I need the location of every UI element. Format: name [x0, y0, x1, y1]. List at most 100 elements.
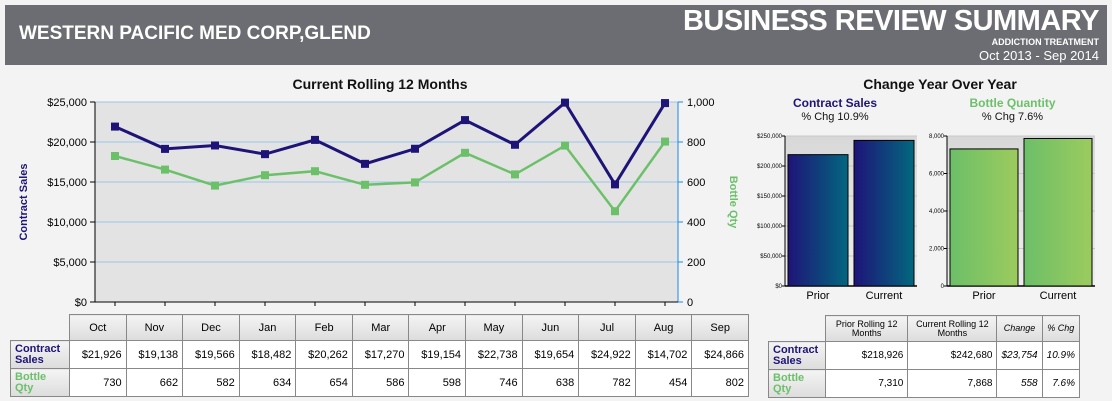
y-tick-label: $15,000: [47, 177, 87, 189]
yoy-table: Prior Rolling 12 Months Current Rolling 1…: [768, 315, 1081, 398]
value-cell: 746: [465, 368, 523, 397]
value-cell: $23,754: [996, 341, 1043, 370]
yoy-header: Change: [996, 315, 1043, 342]
value-cell: $20,262: [295, 340, 353, 369]
qty-point: [511, 170, 519, 179]
month-header: Jun: [521, 314, 580, 341]
sales-point: [661, 99, 669, 108]
line-chart-title: Current Rolling 12 Months: [292, 76, 468, 92]
sales-point: [561, 98, 569, 107]
value-cell: $19,138: [125, 340, 184, 369]
qty-y-tick-label: 0: [941, 284, 945, 290]
month-header: Sep: [691, 314, 749, 341]
value-cell: 654: [295, 368, 353, 397]
value-cell: 662: [125, 368, 184, 397]
row-label: Bottle Qty: [10, 368, 70, 397]
sales-point: [261, 150, 269, 159]
value-cell: $218,926: [824, 341, 909, 370]
row-label: Bottle Qty: [768, 369, 826, 398]
sales-y-tick-label: $100,000: [757, 224, 783, 230]
value-cell: 558: [996, 369, 1043, 398]
value-cell: 7,310: [824, 369, 909, 398]
corner-cell: [769, 316, 826, 342]
value-cell: 782: [578, 368, 636, 397]
sales-point: [311, 135, 319, 144]
value-cell: 7,868: [907, 369, 998, 398]
y-tick-label: $10,000: [47, 217, 87, 229]
value-cell: $24,866: [691, 340, 749, 369]
month-header: Mar: [351, 314, 410, 341]
report-subtitle: ADDICTION TREATMENT: [991, 37, 1099, 47]
value-cell: 454: [634, 368, 693, 397]
qty-point: [361, 180, 369, 189]
y-tick-label: $25,000: [47, 97, 87, 109]
monthly-table: Oct Nov Dec Jan Feb Mar Apr May Jun Jul Aug Sep Cont…: [10, 314, 749, 397]
row-label: Contract Sales: [10, 340, 70, 369]
qty-point: [611, 207, 619, 216]
sales-bar: [853, 139, 915, 287]
table-row: Bottle Qty 7,310 7,868 558 7.6%: [768, 369, 1081, 398]
y2-tick-label: 200: [687, 257, 705, 269]
value-cell: $17,270: [351, 340, 410, 369]
report-header: WESTERN PACIFIC MED CORP,GLEND BUSINESS …: [5, 5, 1107, 65]
value-cell: $19,654: [521, 340, 580, 369]
qty-point: [461, 148, 469, 157]
value-cell: 802: [691, 368, 749, 397]
value-cell: $14,702: [634, 340, 693, 369]
month-header: Apr: [408, 314, 467, 341]
y2-tick-label: 400: [687, 217, 705, 229]
month-header: Aug: [634, 314, 693, 341]
sales-point: [161, 144, 169, 153]
value-cell: 730: [69, 368, 127, 397]
plot-area: [95, 102, 678, 302]
value-cell: 598: [408, 368, 467, 397]
qty-line: [114, 140, 667, 214]
y-tick-label: $0: [75, 297, 87, 309]
value-cell: $24,922: [578, 340, 636, 369]
qty-point: [111, 152, 119, 160]
sales-point: [411, 144, 419, 153]
qty-bar-title: Bottle Quantity: [969, 96, 1056, 110]
qty-bar-subtitle: % Chg 7.6%: [981, 111, 1044, 123]
qty-point: [261, 171, 269, 180]
sales-point: [611, 180, 619, 189]
qty-y-tick-label: 4,000: [929, 209, 945, 215]
qty-y-tick-label: 8,000: [929, 134, 945, 140]
sales-bar: [787, 154, 849, 287]
value-cell: $22,738: [465, 340, 523, 369]
value-cell: $21,926: [69, 340, 127, 369]
table-row: Bottle Qty 730 662 582 634 654 586 598 746 638 782…: [10, 368, 749, 397]
y2-tick-label: 800: [687, 137, 705, 149]
y-tick-label: $5,000: [53, 257, 87, 269]
qty-category-label: Current: [1040, 290, 1077, 302]
month-header: Dec: [182, 314, 240, 341]
value-cell: 582: [182, 368, 240, 397]
month-header: Oct: [69, 314, 127, 341]
corner-cell: [11, 315, 70, 341]
value-cell: $19,154: [408, 340, 467, 369]
month-header: May: [465, 314, 523, 341]
value-cell: 7.6%: [1041, 369, 1081, 398]
month-header: Feb: [295, 314, 353, 341]
value-cell: $242,680: [907, 341, 998, 370]
table-row: Contract Sales $218,926 $242,680 $23,754 10.…: [768, 341, 1081, 370]
yoy-title: Change Year Over Year: [863, 76, 1017, 92]
sales-y-tick-label: $0: [775, 284, 782, 290]
value-cell: 638: [521, 368, 580, 397]
qty-y-tick-label: 2,000: [929, 247, 945, 253]
sales-point: [211, 141, 219, 150]
sales-y-tick-label: $200,000: [757, 164, 783, 170]
yoy-header: % Chg: [1041, 315, 1081, 342]
qty-point: [661, 137, 669, 146]
month-header: Jan: [238, 314, 297, 341]
qty-bar: [1023, 137, 1093, 287]
value-cell: $19,566: [182, 340, 240, 369]
sales-y-tick-label: $50,000: [760, 254, 782, 260]
report-title: BUSINESS REVIEW SUMMARY: [682, 5, 1100, 37]
sales-point: [511, 140, 519, 149]
row-label: Contract Sales: [768, 341, 826, 370]
qty-y-tick-label: 6,000: [929, 172, 945, 178]
value-cell: 586: [351, 368, 410, 397]
sales-y-tick-label: $250,000: [757, 134, 783, 140]
